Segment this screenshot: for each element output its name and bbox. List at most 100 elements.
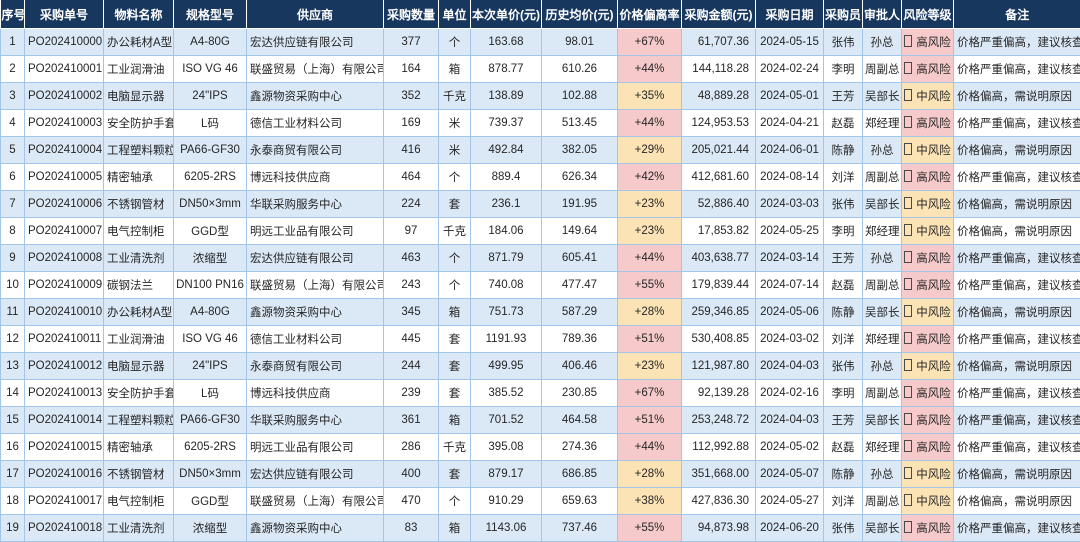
cell-material[interactable]: 工业清洗剂 xyxy=(104,245,174,272)
cell-approver[interactable]: 吴部长 xyxy=(863,83,902,110)
cell-dev[interactable]: +28% xyxy=(618,299,682,326)
column-header-qty[interactable]: 采购数量 xyxy=(384,0,439,29)
cell-material[interactable]: 安全防护手套 xyxy=(104,380,174,407)
cell-amount[interactable]: 205,021.44 xyxy=(682,137,756,164)
cell-qty[interactable]: 83 xyxy=(384,515,439,542)
cell-buyer[interactable]: 张伟 xyxy=(824,353,863,380)
cell-buyer[interactable]: 刘洋 xyxy=(824,326,863,353)
cell-qty[interactable]: 345 xyxy=(384,299,439,326)
cell-date[interactable]: 2024-05-25 xyxy=(756,218,824,245)
cell-spec[interactable]: ISO VG 46 xyxy=(174,326,247,353)
cell-note[interactable]: 价格偏高，需说明原因 xyxy=(954,488,1080,515)
cell-note[interactable]: 价格严重偏高，建议核查 xyxy=(954,164,1080,191)
cell-risk[interactable]: 高风险 xyxy=(902,29,954,56)
cell-unit[interactable]: 箱 xyxy=(439,299,471,326)
cell-amount[interactable]: 17,853.82 xyxy=(682,218,756,245)
cell-buyer[interactable]: 王芳 xyxy=(824,83,863,110)
cell-qty[interactable]: 286 xyxy=(384,434,439,461)
cell-amount[interactable]: 179,839.44 xyxy=(682,272,756,299)
cell-po[interactable]: PO202410003 xyxy=(25,110,104,137)
cell-qty[interactable]: 169 xyxy=(384,110,439,137)
cell-amount[interactable]: 94,873.98 xyxy=(682,515,756,542)
cell-date[interactable]: 2024-04-03 xyxy=(756,407,824,434)
cell-approver[interactable]: 吴部长 xyxy=(863,191,902,218)
cell-spec[interactable]: PA66-GF30 xyxy=(174,137,247,164)
cell-note[interactable]: 价格严重偏高，建议核查 xyxy=(954,326,1080,353)
cell-note[interactable]: 价格严重偏高，建议核查 xyxy=(954,29,1080,56)
cell-supplier[interactable]: 华联采购服务中心 xyxy=(247,191,384,218)
cell-risk[interactable]: 中风险 xyxy=(902,83,954,110)
cell-unit[interactable]: 套 xyxy=(439,353,471,380)
cell-supplier[interactable]: 德信工业材料公司 xyxy=(247,326,384,353)
cell-price[interactable]: 701.52 xyxy=(471,407,542,434)
cell-risk[interactable]: 高风险 xyxy=(902,407,954,434)
cell-material[interactable]: 电气控制柜 xyxy=(104,488,174,515)
cell-qty[interactable]: 416 xyxy=(384,137,439,164)
cell-supplier[interactable]: 永泰商贸有限公司 xyxy=(247,353,384,380)
cell-supplier[interactable]: 明远工业品有限公司 xyxy=(247,434,384,461)
cell-dev[interactable]: +51% xyxy=(618,407,682,434)
cell-risk[interactable]: 高风险 xyxy=(902,110,954,137)
cell-unit[interactable]: 千克 xyxy=(439,434,471,461)
cell-unit[interactable]: 千克 xyxy=(439,218,471,245)
cell-date[interactable]: 2024-05-15 xyxy=(756,29,824,56)
cell-date[interactable]: 2024-05-07 xyxy=(756,461,824,488)
cell-qty[interactable]: 244 xyxy=(384,353,439,380)
cell-amount[interactable]: 61,707.36 xyxy=(682,29,756,56)
cell-index[interactable]: 8 xyxy=(1,218,25,245)
cell-dev[interactable]: +55% xyxy=(618,272,682,299)
cell-avg[interactable]: 191.95 xyxy=(542,191,618,218)
cell-avg[interactable]: 230.85 xyxy=(542,380,618,407)
cell-date[interactable]: 2024-08-14 xyxy=(756,164,824,191)
cell-po[interactable]: PO202410011 xyxy=(25,326,104,353)
cell-po[interactable]: PO202410018 xyxy=(25,515,104,542)
cell-date[interactable]: 2024-03-03 xyxy=(756,191,824,218)
cell-note[interactable]: 价格偏高，需说明原因 xyxy=(954,353,1080,380)
cell-amount[interactable]: 412,681.60 xyxy=(682,164,756,191)
cell-material[interactable]: 不锈钢管材 xyxy=(104,461,174,488)
cell-buyer[interactable]: 王芳 xyxy=(824,245,863,272)
cell-approver[interactable]: 周副总 xyxy=(863,380,902,407)
cell-supplier[interactable]: 博远科技供应商 xyxy=(247,380,384,407)
cell-index[interactable]: 3 xyxy=(1,83,25,110)
cell-risk[interactable]: 高风险 xyxy=(902,245,954,272)
cell-unit[interactable]: 个 xyxy=(439,164,471,191)
cell-buyer[interactable]: 赵磊 xyxy=(824,272,863,299)
cell-po[interactable]: PO202410017 xyxy=(25,488,104,515)
cell-amount[interactable]: 253,248.72 xyxy=(682,407,756,434)
cell-dev[interactable]: +23% xyxy=(618,218,682,245)
cell-note[interactable]: 价格偏高，需说明原因 xyxy=(954,83,1080,110)
cell-spec[interactable]: 6205-2RS xyxy=(174,164,247,191)
cell-price[interactable]: 878.77 xyxy=(471,56,542,83)
cell-unit[interactable]: 个 xyxy=(439,29,471,56)
cell-date[interactable]: 2024-03-02 xyxy=(756,326,824,353)
cell-amount[interactable]: 52,886.40 xyxy=(682,191,756,218)
cell-spec[interactable]: A4-80G xyxy=(174,29,247,56)
cell-supplier[interactable]: 德信工业材料公司 xyxy=(247,110,384,137)
cell-buyer[interactable]: 赵磊 xyxy=(824,110,863,137)
cell-qty[interactable]: 361 xyxy=(384,407,439,434)
cell-amount[interactable]: 259,346.85 xyxy=(682,299,756,326)
column-header-supplier[interactable]: 供应商 xyxy=(247,0,384,29)
cell-avg[interactable]: 605.41 xyxy=(542,245,618,272)
cell-approver[interactable]: 郑经理 xyxy=(863,218,902,245)
cell-approver[interactable]: 孙总 xyxy=(863,29,902,56)
cell-approver[interactable]: 孙总 xyxy=(863,245,902,272)
cell-po[interactable]: PO202410013 xyxy=(25,380,104,407)
cell-po[interactable]: PO202410006 xyxy=(25,191,104,218)
cell-qty[interactable]: 352 xyxy=(384,83,439,110)
cell-approver[interactable]: 周副总 xyxy=(863,488,902,515)
cell-approver[interactable]: 周副总 xyxy=(863,56,902,83)
cell-avg[interactable]: 464.58 xyxy=(542,407,618,434)
cell-avg[interactable]: 382.05 xyxy=(542,137,618,164)
cell-date[interactable]: 2024-04-03 xyxy=(756,353,824,380)
cell-dev[interactable]: +67% xyxy=(618,29,682,56)
cell-date[interactable]: 2024-06-20 xyxy=(756,515,824,542)
cell-unit[interactable]: 套 xyxy=(439,380,471,407)
cell-supplier[interactable]: 宏达供应链有限公司 xyxy=(247,245,384,272)
cell-supplier[interactable]: 宏达供应链有限公司 xyxy=(247,29,384,56)
cell-approver[interactable]: 郑经理 xyxy=(863,326,902,353)
cell-approver[interactable]: 孙总 xyxy=(863,137,902,164)
cell-dev[interactable]: +44% xyxy=(618,245,682,272)
cell-index[interactable]: 9 xyxy=(1,245,25,272)
